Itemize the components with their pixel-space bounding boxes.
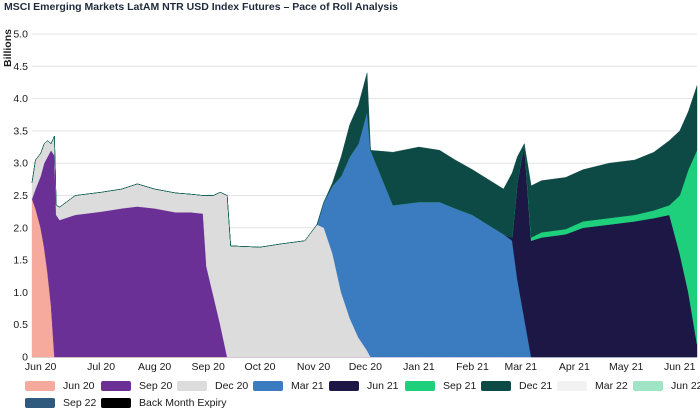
x-tick-label: Nov 20 [297, 361, 330, 373]
y-tick-label: 1.0 [13, 287, 28, 299]
y-tick-label: 2.0 [13, 222, 28, 234]
x-tick-label: Sep 20 [192, 361, 225, 373]
y-tick-label: 1.5 [13, 255, 28, 267]
y-tick-label: 3.5 [13, 125, 28, 137]
area-dec-21 [31, 72, 698, 248]
x-tick-label: Dec 20 [349, 361, 382, 373]
y-tick-label: 2.5 [13, 190, 28, 202]
y-tick-label: 3.0 [13, 158, 28, 170]
x-tick-label: Oct 20 [245, 361, 276, 373]
x-tick-label: Mar 21 [504, 361, 537, 373]
y-tick-label: 0 [22, 352, 28, 364]
y-tick-label: 5.0 [13, 29, 28, 41]
area-series [31, 72, 698, 358]
y-tick-label: 0.5 [13, 319, 28, 331]
x-tick-label: Jul 20 [87, 361, 115, 373]
x-tick-label: May 21 [609, 361, 644, 373]
x-tick-label: Apr 21 [559, 361, 590, 373]
y-tick-label: 4.0 [13, 93, 28, 105]
y-axis-title: Billions [2, 29, 14, 67]
x-tick-label: Jan 21 [403, 361, 435, 373]
chart-title: MSCI Emerging Markets LatAM NTR USD Inde… [4, 1, 399, 13]
x-tick-label: Aug 20 [138, 361, 171, 373]
x-tick-label: Jun 21 [664, 361, 696, 373]
axes: 0 0.5 1.0 1.5 2.0 2.5 3.0 3.5 4.0 4.5 5.0 Jun 20 Jul… [13, 29, 695, 374]
y-tick-label: 4.5 [13, 61, 28, 73]
x-tick-label: Jun 20 [25, 361, 57, 373]
x-tick-label: Feb 21 [456, 361, 489, 373]
